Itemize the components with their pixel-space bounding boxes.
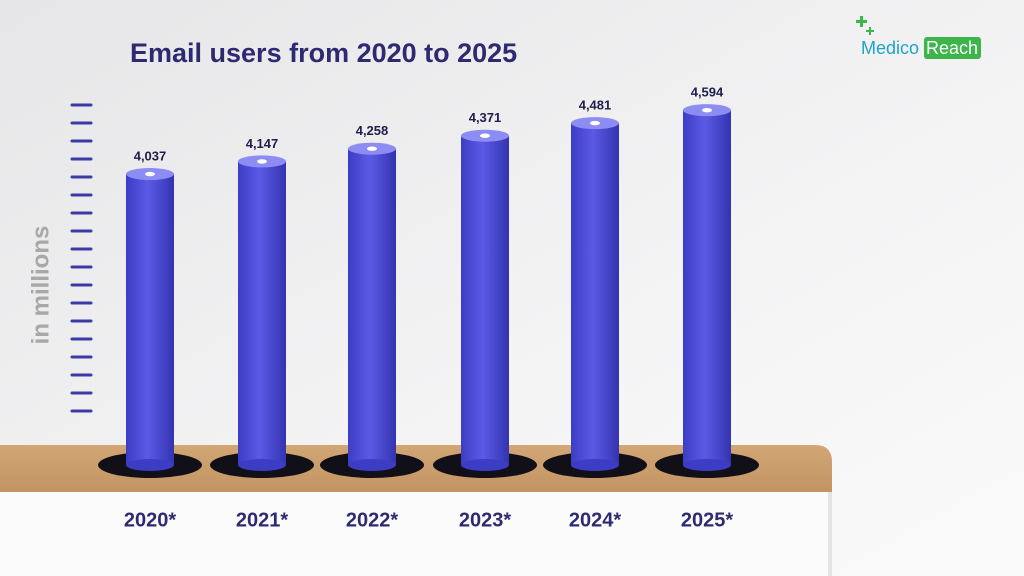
- logo-left: Medico: [861, 38, 919, 58]
- bar: [348, 148, 396, 465]
- bar: [461, 135, 509, 466]
- value-label: 4,371: [469, 110, 502, 125]
- decor-ticks: [70, 103, 93, 413]
- bar-base: [126, 459, 174, 471]
- bar-highlight: [257, 159, 267, 164]
- bar-base: [571, 459, 619, 471]
- bar: [126, 174, 174, 465]
- value-label: 4,147: [246, 136, 279, 151]
- bar-base: [461, 459, 509, 471]
- shelf-edge: [828, 492, 832, 576]
- value-label: 4,594: [691, 85, 724, 100]
- bar-highlight: [367, 146, 377, 151]
- bar-base: [238, 459, 286, 471]
- x-tick-label: 2023*: [459, 509, 511, 531]
- bar-highlight: [145, 171, 155, 177]
- bar-base: [348, 459, 396, 471]
- bar-highlight: [590, 120, 600, 126]
- logo-right: Reach: [926, 38, 978, 58]
- logo: Medico Reach: [856, 16, 981, 59]
- bar-base: [683, 459, 731, 471]
- logo-icon: [856, 16, 874, 35]
- shelf-front: [0, 492, 832, 576]
- x-tick-label: 2022*: [346, 509, 398, 531]
- value-label: 4,037: [134, 148, 167, 163]
- x-tick-label: 2024*: [569, 509, 621, 531]
- value-label: 4,481: [579, 98, 612, 113]
- x-tick-label: 2025*: [681, 509, 733, 531]
- bar: [683, 110, 731, 466]
- x-tick-label: 2020*: [124, 509, 176, 531]
- bar: [238, 161, 286, 465]
- logo-box: [924, 37, 981, 59]
- bar-highlight: [702, 107, 712, 113]
- y-axis-label: in millions: [27, 226, 54, 345]
- bar: [571, 123, 619, 465]
- value-label: 4,258: [356, 123, 389, 138]
- bar-highlight: [480, 133, 490, 138]
- chart-title: Email users from 2020 to 2025: [130, 38, 517, 68]
- x-tick-label: 2021*: [236, 509, 288, 531]
